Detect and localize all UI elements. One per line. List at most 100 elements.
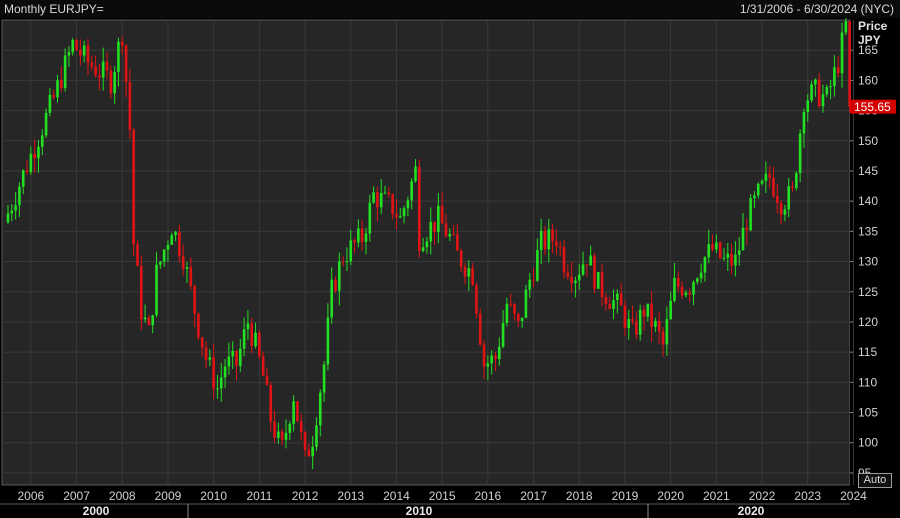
candle-body <box>619 293 623 306</box>
candle-body <box>437 205 440 232</box>
candle-body <box>136 244 139 266</box>
candle-body <box>208 357 212 360</box>
candle-body <box>478 313 482 345</box>
candle-body <box>349 240 353 262</box>
x-year-label: 2010 <box>200 489 227 503</box>
price-chart[interactable]: 9510010511011512012513013514014515015516… <box>0 18 900 518</box>
candle-body <box>391 194 394 215</box>
candle-body <box>10 210 14 214</box>
candle-body <box>284 432 288 440</box>
candle-body <box>585 264 589 266</box>
candle-body <box>699 272 703 279</box>
candle-body <box>539 230 543 251</box>
x-year-label: 2006 <box>17 489 44 503</box>
candle-body <box>273 421 276 438</box>
candle-body <box>231 350 234 357</box>
candle-body <box>372 192 375 203</box>
candle-body <box>547 229 551 250</box>
y-axis-panel <box>850 20 900 485</box>
candle-body <box>764 173 768 181</box>
y-tick-label: 125 <box>858 285 878 299</box>
candle-body <box>673 277 676 301</box>
candle-body <box>596 272 600 289</box>
y-axis-title: JPY <box>858 33 881 47</box>
candle-body <box>775 196 779 204</box>
candle-body <box>741 227 745 251</box>
candle-body <box>440 205 444 224</box>
x-decade-label: 2020 <box>738 504 765 518</box>
candle-body <box>795 173 798 188</box>
candle-body <box>536 250 539 281</box>
candle-body <box>155 264 158 316</box>
candle-body <box>779 203 783 215</box>
candle-body <box>21 170 25 187</box>
candle-body <box>398 216 402 218</box>
candle-body <box>490 355 493 364</box>
candle-body <box>821 94 825 107</box>
candle-body <box>326 317 330 365</box>
candle-body <box>829 86 832 88</box>
candle-body <box>174 232 177 236</box>
candle-body <box>128 81 132 130</box>
candle-body <box>418 166 421 251</box>
candle-body <box>296 401 299 422</box>
candle-body <box>318 392 322 426</box>
candle-body <box>745 227 749 231</box>
candle-body <box>517 313 520 322</box>
candle-body <box>798 133 802 174</box>
candle-body <box>650 303 653 327</box>
candle-body <box>6 213 10 223</box>
candle-body <box>239 348 242 366</box>
candle-body <box>680 286 684 296</box>
candle-body <box>414 166 417 182</box>
candle-body <box>189 267 193 286</box>
candle-body <box>246 323 250 330</box>
candle-body <box>29 153 33 173</box>
candle-body <box>566 272 570 277</box>
candle-body <box>292 401 295 424</box>
candle-body <box>368 202 372 234</box>
candle-body <box>113 72 116 94</box>
candle-body <box>509 303 512 305</box>
candle-body <box>840 32 844 74</box>
candle-body <box>825 87 829 95</box>
candle-body <box>760 180 764 184</box>
candle-body <box>151 315 155 326</box>
candle-body <box>661 331 665 345</box>
candle-body <box>772 177 775 197</box>
x-year-label: 2007 <box>63 489 90 503</box>
candle-body <box>669 300 672 320</box>
auto-scale-button[interactable]: Auto <box>858 473 892 488</box>
date-range-label: 1/31/2006 - 6/30/2024 (NYC) <box>739 2 894 16</box>
candle-body <box>608 304 612 309</box>
candle-body <box>756 183 760 196</box>
candle-body <box>753 195 756 199</box>
candle-body <box>848 21 851 107</box>
x-year-label: 2019 <box>612 489 639 503</box>
candle-body <box>109 70 113 94</box>
candle-body <box>25 170 29 173</box>
candle-body <box>299 421 303 433</box>
candle-body <box>277 431 280 438</box>
candle-body <box>707 244 711 258</box>
candle-body <box>486 363 490 367</box>
candle-body <box>383 192 387 194</box>
candle-body <box>338 261 341 291</box>
chart-header: Monthly EURJPY= 1/31/2006 - 6/30/2024 (N… <box>0 0 900 18</box>
candle-body <box>718 242 722 258</box>
candle-body <box>98 75 101 78</box>
candle-body <box>159 261 162 265</box>
candle-body <box>197 313 200 338</box>
x-year-label: 2017 <box>520 489 547 503</box>
candle-body <box>433 221 436 232</box>
candle-body <box>768 173 771 178</box>
y-tick-label: 105 <box>858 406 878 420</box>
candle-body <box>79 50 82 56</box>
candle-body <box>737 250 741 255</box>
y-tick-label: 150 <box>858 134 878 148</box>
candle-body <box>387 192 391 195</box>
candle-body <box>395 214 398 218</box>
y-tick-label: 115 <box>858 345 877 359</box>
candle-body <box>216 388 219 390</box>
candle-body <box>497 346 501 360</box>
